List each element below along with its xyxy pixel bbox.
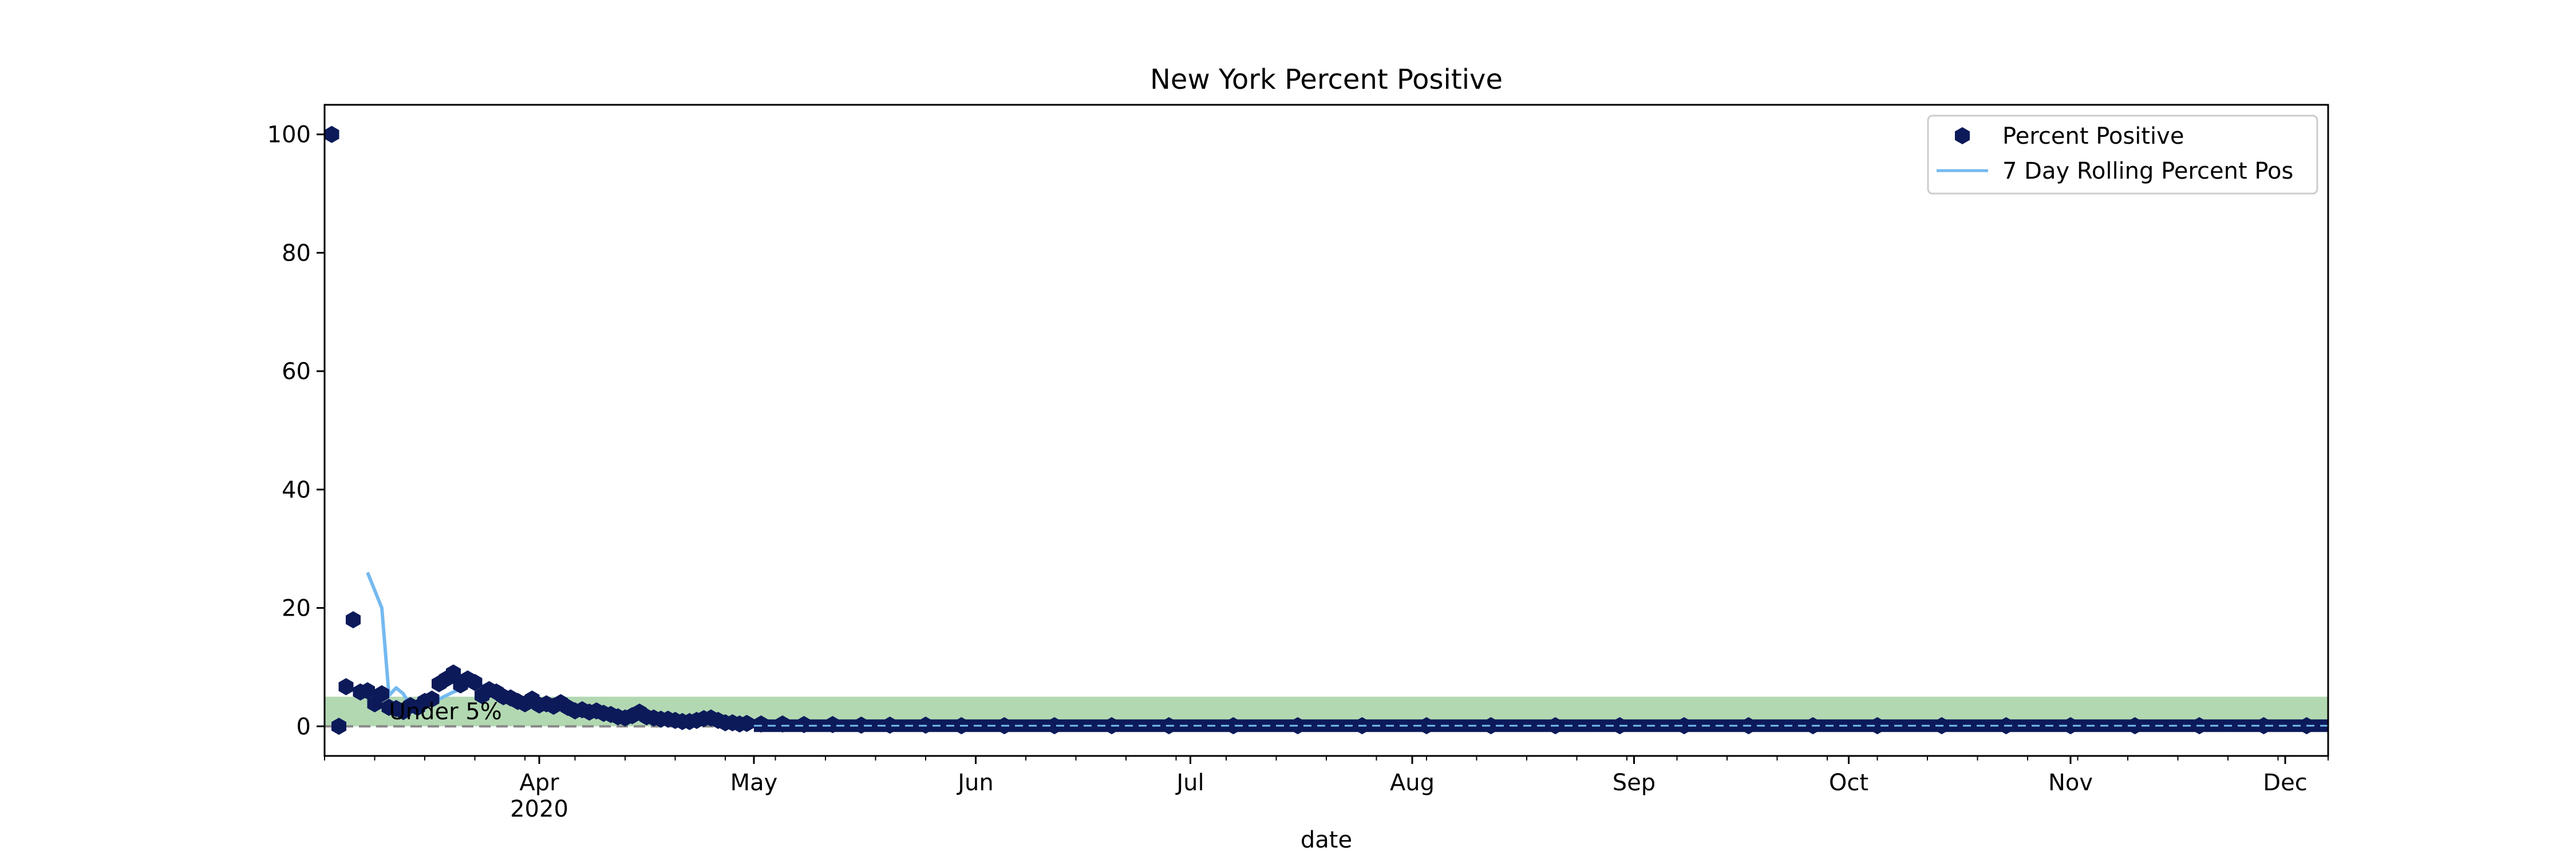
x-tick-label: Apr <box>519 770 559 796</box>
data-point <box>338 678 354 696</box>
legend-label-percent-positive: Percent Positive <box>2002 123 2184 149</box>
data-point <box>446 664 461 682</box>
x-tick-sublabel: 2020 <box>510 796 568 822</box>
y-tick-label: 20 <box>282 596 311 622</box>
data-point <box>331 718 346 735</box>
y-axis: 0 20 40 60 80 100 <box>267 122 325 740</box>
legend: Percent Positive 7 Day Rolling Percent P… <box>1927 115 2318 195</box>
data-point <box>360 682 375 700</box>
chart-title: New York Percent Positive <box>1150 64 1503 96</box>
data-point <box>346 611 361 629</box>
data-point <box>467 673 483 691</box>
y-tick-label: 60 <box>282 358 311 385</box>
x-tick-label: Nov <box>2048 770 2093 796</box>
x-tick-label: Jun <box>956 770 994 796</box>
y-tick-label: 0 <box>297 714 311 740</box>
data-point <box>374 685 389 703</box>
legend-box <box>1927 115 2318 195</box>
x-tick-label: Dec <box>2263 770 2307 796</box>
percent-positive-points-layer <box>324 125 2328 735</box>
band-label: Under 5% <box>389 699 502 725</box>
data-point <box>739 715 754 732</box>
x-axis-label: date <box>1301 827 1352 853</box>
plot-area: Under 5% <box>324 125 2328 735</box>
legend-marker-percent-positive <box>1955 127 1970 144</box>
x-tick-label: Jul <box>1175 770 1204 796</box>
y-tick-label: 80 <box>282 240 311 266</box>
data-point <box>424 690 440 708</box>
x-tick-label: Sep <box>1613 770 1656 796</box>
x-tick-label: Aug <box>1390 770 1435 796</box>
data-point <box>324 125 339 143</box>
y-tick-label: 40 <box>282 477 311 503</box>
x-tick-label: Oct <box>1829 770 1868 796</box>
legend-label-rolling: 7 Day Rolling Percent Pos <box>2002 158 2293 184</box>
y-tick-label: 100 <box>267 122 311 148</box>
x-tick-label: May <box>730 770 778 796</box>
